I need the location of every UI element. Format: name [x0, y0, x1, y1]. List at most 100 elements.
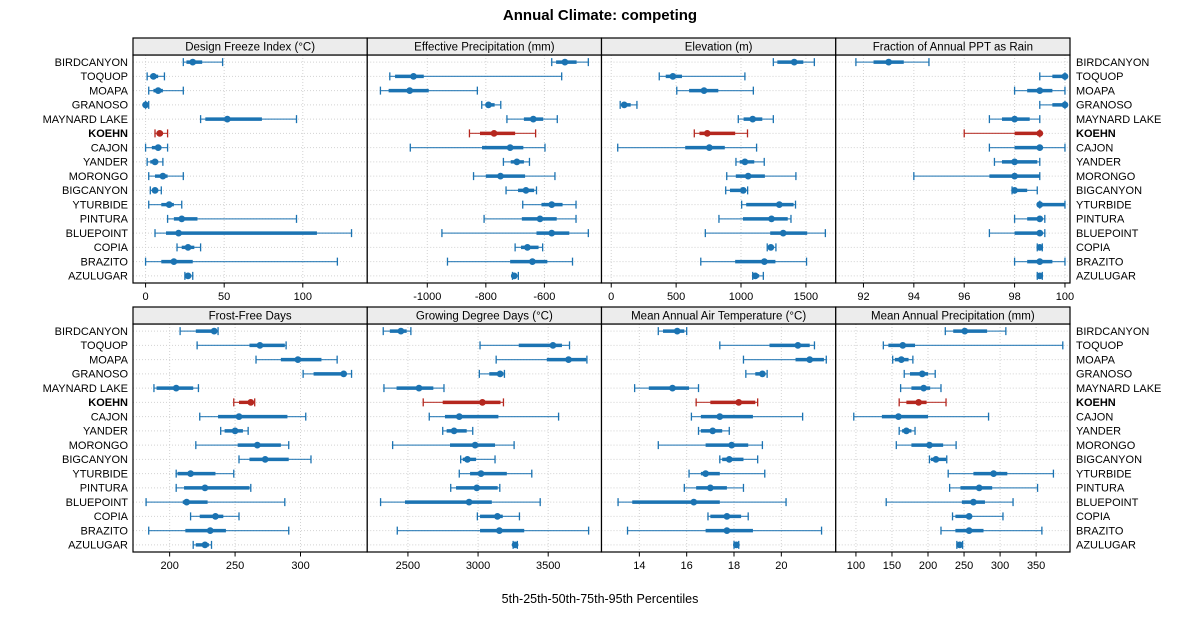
site-row-yander [697, 426, 730, 435]
site-label-brazito: BRAZITO [1076, 256, 1124, 268]
panel-elevation-m-: 0 500 1000 1500 Elevation (m) [600, 37, 837, 303]
median-dot [471, 441, 479, 449]
site-row-azulugar [511, 540, 519, 549]
median-dot [495, 527, 503, 535]
site-row-koehn [695, 398, 759, 407]
site-row-yturbide [175, 469, 235, 478]
site-label-copia: COPIA [1076, 511, 1111, 523]
site-row-koehn [963, 129, 1044, 138]
gridlines: 100 150 200 250 300 350 [847, 324, 1045, 572]
site-row-yturbide [148, 200, 183, 209]
site-row-pintura [718, 214, 792, 223]
panel-strip-title: Mean Annual Air Temperature (°C) [631, 311, 806, 323]
median-dot [473, 484, 481, 492]
x-tick-label: 1000 [729, 291, 753, 303]
percentile-rows [379, 327, 590, 549]
percentile-rows [855, 58, 1069, 280]
median-dot [709, 427, 717, 435]
median-dot [496, 370, 504, 378]
median-dot [206, 527, 214, 535]
site-row-birdcanyon [855, 58, 930, 67]
site-label-maynard-lake: MAYNARD LAKE [1076, 114, 1161, 126]
x-tick-label: 94 [908, 291, 920, 303]
median-dot [965, 527, 973, 535]
panel-strip-title: Design Freeze Index (°C) [185, 42, 315, 54]
median-dot [184, 243, 192, 251]
site-row-maynard-lake [506, 115, 558, 124]
site-label-pintura: PINTURA [1076, 483, 1125, 495]
x-tick-label: 14 [633, 560, 645, 572]
median-dot [187, 470, 194, 478]
site-label-granoso: GRANOSO [72, 369, 129, 381]
site-label-koehn: KOEHN [1076, 128, 1116, 140]
median-dot [723, 512, 731, 520]
site-row-brazito [446, 257, 574, 266]
site-label-morongo: MORONGO [69, 171, 129, 183]
median-dot [956, 541, 964, 549]
panel-area [835, 55, 1070, 283]
site-label-maynard-lake: MAYNARD LAKE [1076, 383, 1161, 395]
site-labels-right-band0: BIRDCANYON TOQUOP MOAPA GRANOSO MAYNARD LAKE… [1076, 57, 1161, 283]
site-row-pintura [175, 483, 252, 492]
median-dot [975, 484, 983, 492]
site-row-maynard-lake [153, 384, 200, 393]
site-row-yturbide [741, 200, 797, 209]
site-row-yander [993, 157, 1041, 166]
site-label-maynard-lake: MAYNARD LAKE [43, 114, 128, 126]
median-dot [723, 527, 731, 535]
gridlines: 2500 3000 3500 [396, 324, 560, 572]
site-row-granoso [478, 369, 506, 378]
site-row-moapa [676, 86, 754, 95]
site-label-toquop: TOQUOP [1076, 340, 1123, 352]
panel-strip-title: Effective Precipitation (mm) [414, 42, 555, 54]
gridlines: 0 500 1000 1500 [608, 55, 818, 303]
site-row-cajon [144, 143, 169, 152]
median-dot [961, 327, 969, 335]
median-dot [261, 455, 269, 463]
site-label-azulugar: AZULUGAR [68, 271, 128, 283]
site-row-yander [502, 157, 531, 166]
site-row-brazito [144, 257, 339, 266]
median-dot [741, 158, 749, 166]
site-row-morongo [148, 172, 184, 181]
median-dot [751, 272, 759, 280]
site-label-moapa: MOAPA [1076, 354, 1116, 366]
site-row-moapa [148, 86, 184, 95]
panel-strip [835, 37, 1071, 56]
median-dot [210, 327, 218, 335]
site-label-birdcanyon: BIRDCANYON [55, 57, 128, 69]
median-dot [410, 72, 417, 80]
panel-strip-title: Frost-Free Days [209, 311, 292, 323]
median-dot [151, 186, 159, 194]
panel-strip-title: Elevation (m) [685, 42, 753, 54]
site-row-cajon [428, 412, 560, 421]
median-dot [150, 72, 157, 80]
median-dot [397, 327, 405, 335]
site-row-moapa [892, 355, 914, 364]
site-row-bluepoint [704, 229, 827, 238]
site-row-toquop [389, 72, 563, 81]
median-dot [620, 101, 628, 109]
x-axis-caption: 5th-25th-50th-75th-95th Percentiles [502, 592, 699, 606]
site-row-bigcanyon [238, 455, 312, 464]
site-label-moapa: MOAPA [89, 85, 129, 97]
site-row-yturbide [947, 469, 1055, 478]
median-dot [529, 115, 537, 123]
site-label-morongo: MORONGO [1076, 440, 1136, 452]
panel-area [601, 324, 836, 552]
median-dot [1036, 243, 1044, 251]
site-row-brazito [396, 526, 590, 535]
median-dot [536, 215, 544, 223]
x-tick-label: 50 [218, 291, 230, 303]
site-row-copia [476, 512, 521, 521]
site-label-azulugar: AZULUGAR [68, 540, 128, 552]
median-dot [915, 398, 923, 406]
site-row-azulugar [751, 271, 764, 280]
panel-area [133, 55, 368, 283]
x-tick-label: 18 [728, 560, 740, 572]
median-dot [703, 129, 711, 137]
median-dot [918, 370, 926, 378]
median-dot [165, 201, 173, 209]
median-dot [510, 272, 518, 280]
median-dot [673, 327, 681, 335]
